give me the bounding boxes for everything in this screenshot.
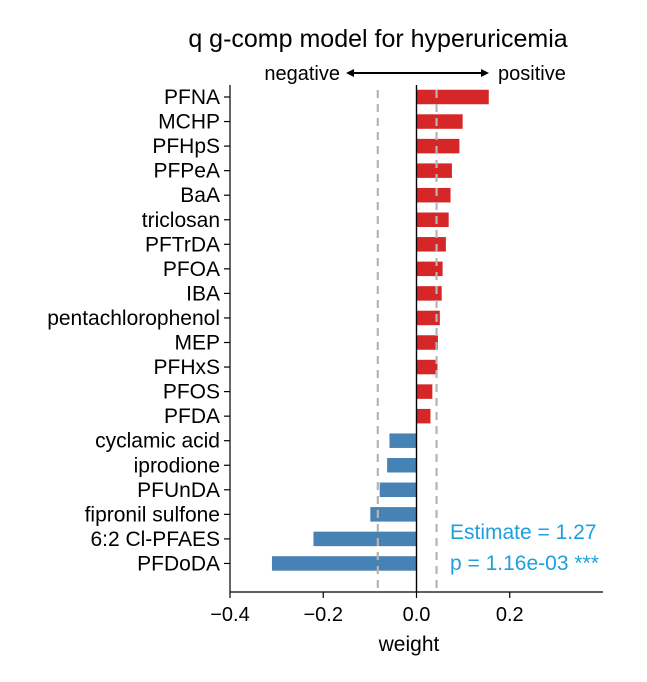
category-label-pfpea: PFPeA bbox=[153, 160, 220, 183]
bar-iba bbox=[416, 286, 442, 301]
bar-mep bbox=[416, 335, 438, 350]
category-label-pfda: PFDA bbox=[164, 405, 220, 428]
bar-fipronil-sulfone bbox=[370, 507, 417, 522]
category-label-mep: MEP bbox=[174, 332, 220, 355]
category-label-pfoa: PFOA bbox=[163, 258, 220, 281]
bar-iprodione bbox=[387, 458, 417, 473]
x-tick-label: 0.0 bbox=[403, 604, 431, 626]
bar-pfda bbox=[416, 408, 431, 424]
x-tick-label: −0.2 bbox=[304, 604, 343, 626]
category-label-fipronil-sulfone: fipronil sulfone bbox=[85, 503, 220, 526]
category-label-baa: BaA bbox=[180, 184, 220, 207]
bar-pentachlorophenol bbox=[416, 310, 440, 326]
bar-pfpea bbox=[416, 163, 452, 178]
negative-direction-label: negative bbox=[264, 63, 340, 85]
category-label-pfdoda: PFDoDA bbox=[137, 552, 220, 575]
bar-pfhxs bbox=[416, 359, 438, 375]
bar-6-2-cl-pfaes bbox=[313, 531, 417, 547]
left-arrowhead-icon bbox=[346, 69, 354, 77]
positive-direction-label: positive bbox=[498, 63, 566, 85]
bar-pfna bbox=[416, 89, 489, 105]
x-tick-label: −0.4 bbox=[210, 604, 249, 626]
right-arrowhead-icon bbox=[481, 69, 489, 77]
category-label-pfhps: PFHpS bbox=[152, 135, 220, 158]
category-label-6-2-cl-pfaes: 6:2 Cl-PFAES bbox=[90, 528, 220, 551]
category-label-iprodione: iprodione bbox=[134, 454, 220, 477]
x-ticks-group: −0.4 −0.2 0.0 0.2 bbox=[210, 592, 524, 626]
bar-cyclamic-acid bbox=[389, 433, 417, 448]
x-axis-label: weight bbox=[378, 633, 440, 656]
bar-pfoa bbox=[416, 261, 443, 277]
bar-pfdoda bbox=[271, 556, 417, 571]
category-label-mchp: MCHP bbox=[158, 111, 220, 134]
bars-group bbox=[271, 89, 489, 571]
direction-indicator: negative positive bbox=[264, 63, 565, 85]
bar-pfunda bbox=[379, 482, 417, 498]
p-value-annotation: p = 1.16e-03 *** bbox=[450, 552, 599, 575]
category-label-triclosan: triclosan bbox=[142, 209, 220, 232]
category-label-pfunda: PFUnDA bbox=[137, 479, 220, 502]
bar-pfhps bbox=[416, 138, 460, 154]
category-label-iba: IBA bbox=[186, 282, 220, 305]
bar-baa bbox=[416, 187, 451, 203]
chart-title: q g-comp model for hyperuricemia bbox=[188, 25, 567, 53]
category-labels-group: PFNAMCHPPFHpSPFPeABaAtriclosanPFTrDAPFOA… bbox=[47, 86, 230, 575]
category-label-pftrda: PFTrDA bbox=[145, 233, 220, 256]
bar-triclosan bbox=[416, 212, 449, 227]
x-tick-label: 0.2 bbox=[496, 604, 524, 626]
category-label-pfos: PFOS bbox=[163, 381, 220, 404]
estimate-annotation: Estimate = 1.27 bbox=[450, 521, 597, 544]
category-label-cyclamic-acid: cyclamic acid bbox=[95, 430, 220, 453]
bar-pftrda bbox=[416, 237, 446, 252]
bar-pfos bbox=[416, 384, 433, 399]
bar-mchp bbox=[416, 114, 463, 129]
category-label-pfna: PFNA bbox=[164, 86, 220, 109]
category-label-pentachlorophenol: pentachlorophenol bbox=[47, 307, 220, 330]
category-label-pfhxs: PFHxS bbox=[153, 356, 220, 379]
